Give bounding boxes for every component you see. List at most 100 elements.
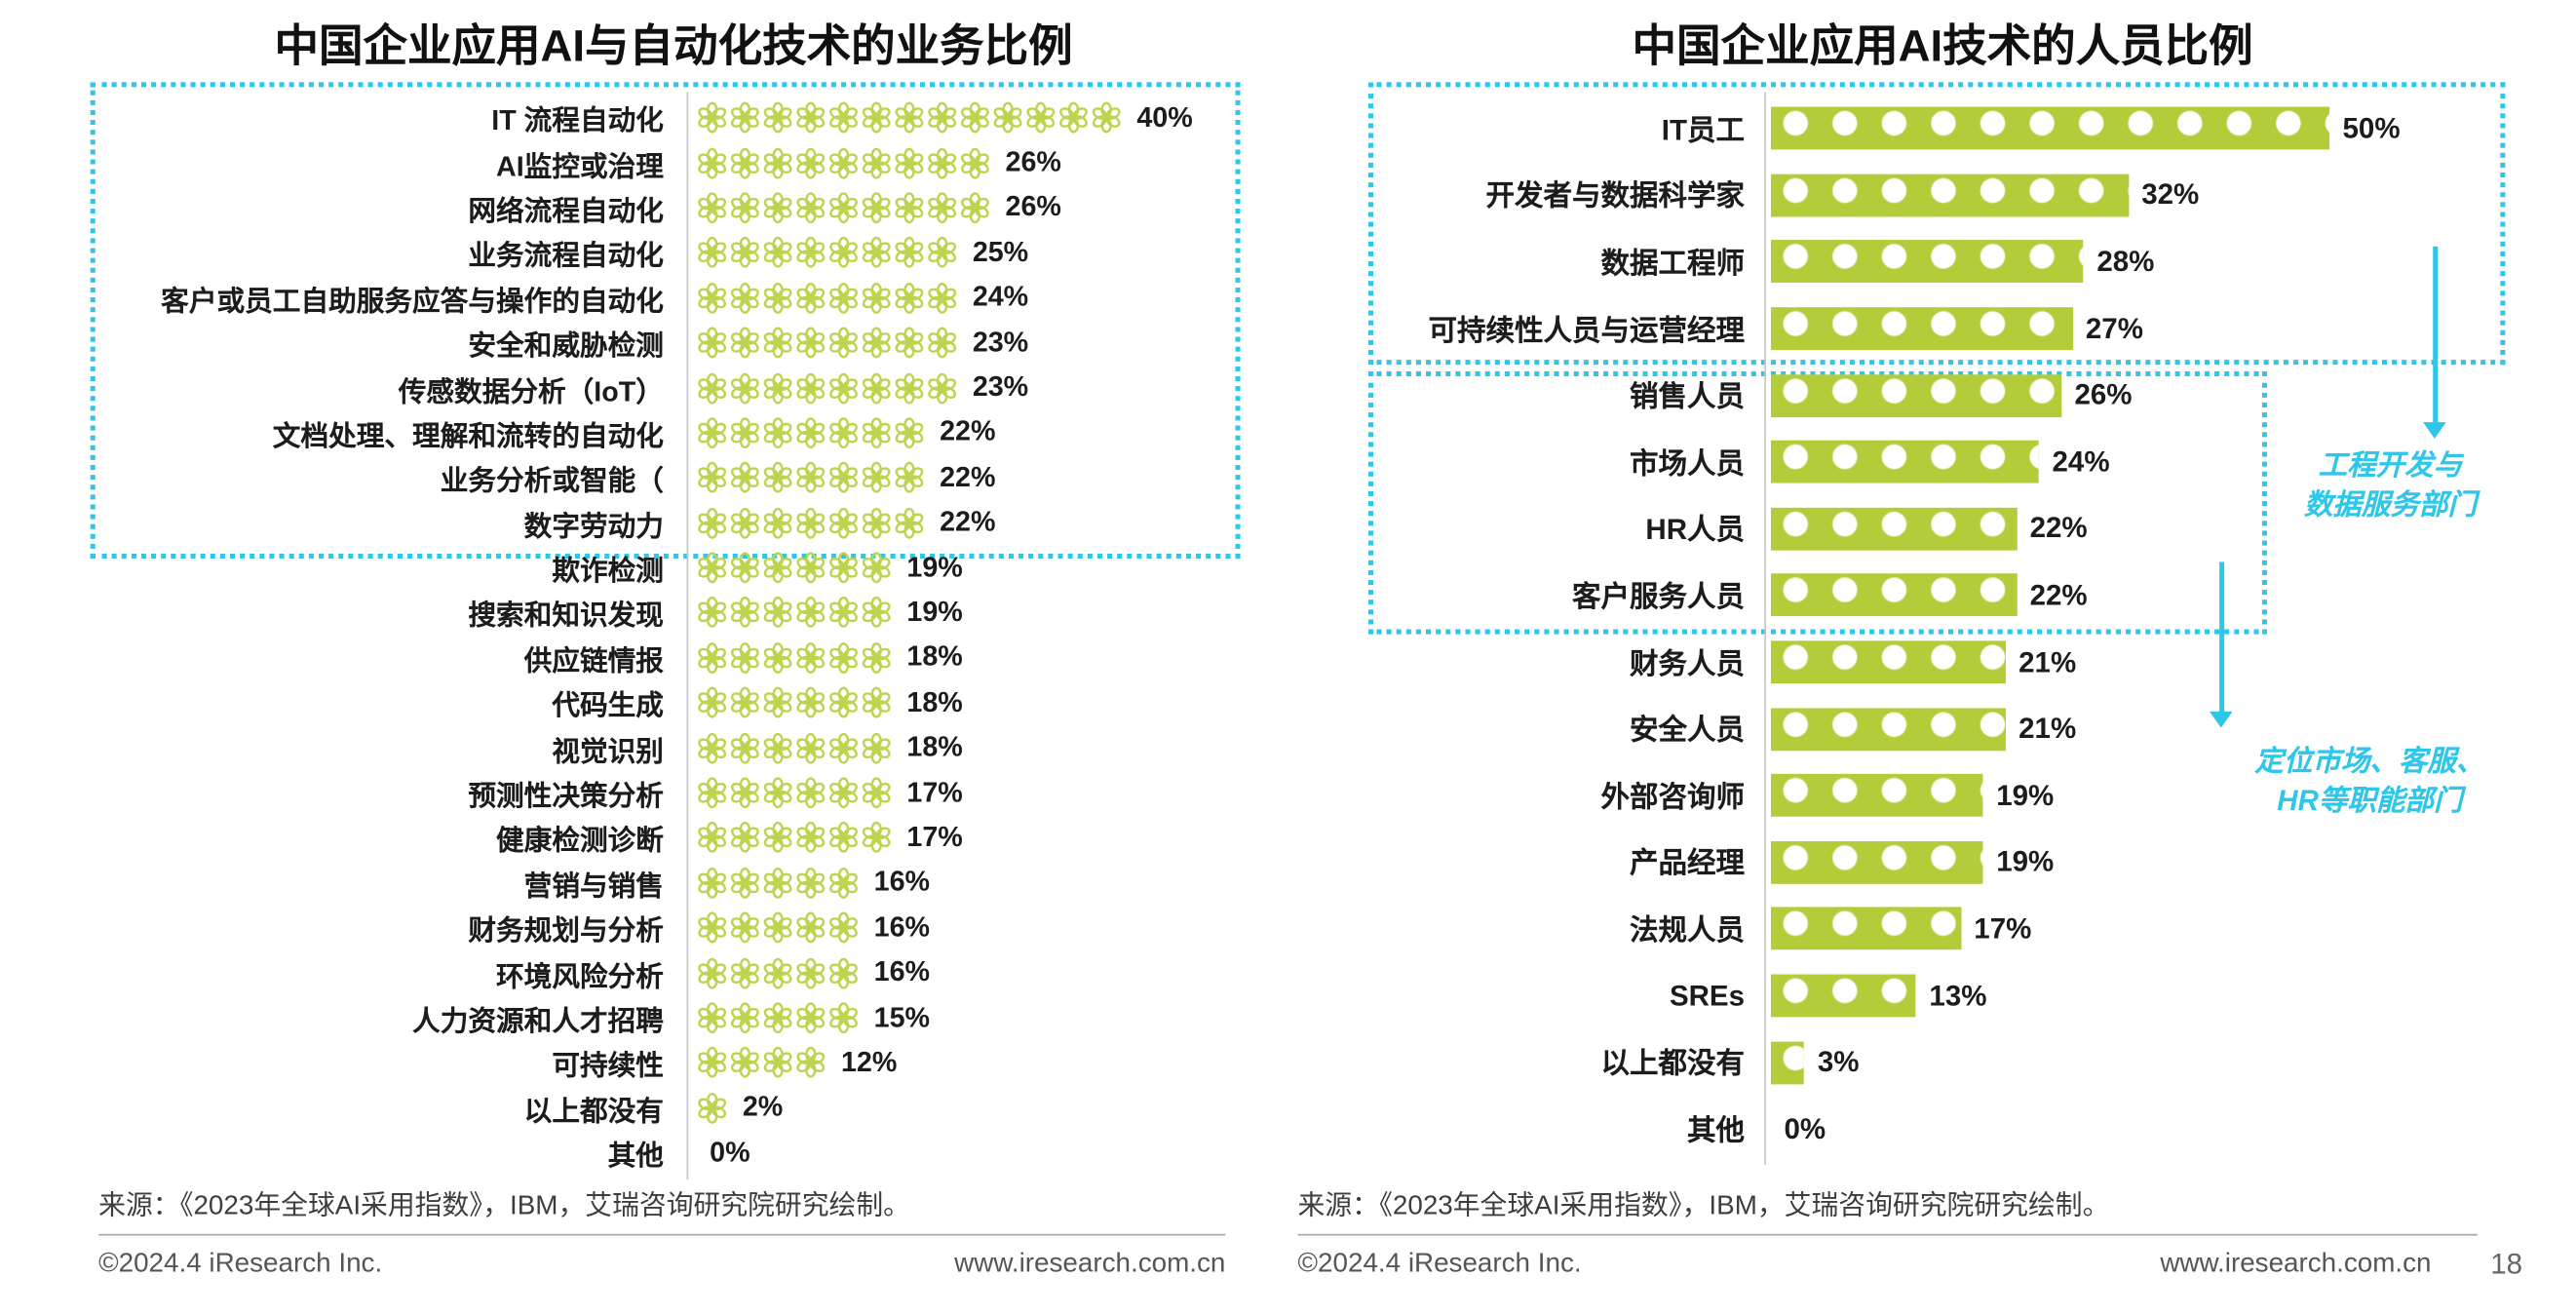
business-row: 视觉识别 18% xyxy=(98,725,1249,770)
flower-pictogram-icon xyxy=(993,101,1022,134)
flower-pictogram-icon xyxy=(763,507,792,539)
row-value: 50% xyxy=(2342,111,2401,144)
row-value: 26% xyxy=(2074,377,2133,411)
flower-pictogram-icon xyxy=(829,147,858,178)
website-link[interactable]: www.iresearch.com.cn xyxy=(2160,1248,2432,1279)
row-label: 法规人员 xyxy=(1630,913,1746,947)
dotted-bar xyxy=(1770,307,2073,351)
flower-pictogram-icon xyxy=(763,282,792,314)
pictogram-bar xyxy=(697,1047,828,1079)
annotation-line: 工程开发与 xyxy=(2318,448,2463,482)
row-value: 22% xyxy=(940,461,996,493)
pictogram-bar xyxy=(697,417,927,448)
dotted-bar xyxy=(1770,507,2018,551)
flower-pictogram-icon xyxy=(763,1002,792,1034)
flower-pictogram-icon xyxy=(730,777,759,809)
business-row: 可持续性 12% xyxy=(98,1040,1249,1085)
row-label: 安全和威胁检测 xyxy=(468,330,664,363)
flower-pictogram-icon xyxy=(895,417,924,448)
flower-pictogram-icon xyxy=(796,777,826,809)
row-label: 其他 xyxy=(607,1141,664,1173)
flower-pictogram-icon xyxy=(928,327,957,359)
row-label: HR人员 xyxy=(1645,513,1746,547)
row-value: 16% xyxy=(873,866,931,898)
right-highlight-box-engineering xyxy=(1368,82,2506,366)
flower-pictogram-icon xyxy=(698,192,727,224)
personnel-row: 财务人员 21% xyxy=(1298,629,2514,695)
dotted-bar xyxy=(1770,640,2006,684)
flower-pictogram-icon xyxy=(763,641,792,674)
row-label: 搜索和知识发现 xyxy=(468,600,664,633)
personnel-row: 客户服务人员 22% xyxy=(1298,562,2514,629)
flower-pictogram-icon xyxy=(763,957,792,988)
pictogram-bar xyxy=(697,777,894,809)
flower-pictogram-icon xyxy=(796,732,826,764)
flower-pictogram-icon xyxy=(1092,101,1121,134)
flower-pictogram-icon xyxy=(698,462,727,494)
flower-pictogram-icon xyxy=(862,732,891,764)
flower-pictogram-icon xyxy=(796,282,826,314)
row-value: 26% xyxy=(1005,146,1061,178)
flower-pictogram-icon xyxy=(730,732,759,764)
flower-pictogram-icon xyxy=(862,822,891,854)
flower-pictogram-icon xyxy=(698,371,727,404)
row-label: IT 流程自动化 xyxy=(491,105,664,137)
flower-pictogram-icon xyxy=(1059,101,1088,134)
row-value: 17% xyxy=(906,776,963,808)
flower-pictogram-icon xyxy=(829,552,858,584)
business-row: AI监控或治理 26% xyxy=(98,140,1249,185)
flower-pictogram-icon xyxy=(895,371,924,404)
flower-pictogram-icon xyxy=(829,371,858,404)
flower-pictogram-icon xyxy=(763,1047,792,1079)
flower-pictogram-icon xyxy=(796,147,826,178)
flower-pictogram-icon xyxy=(763,462,792,494)
personnel-row: 可持续性人员与运营经理 27% xyxy=(1298,295,2514,362)
flower-pictogram-icon xyxy=(730,597,759,629)
row-value: 22% xyxy=(940,416,996,448)
row-label: 财务人员 xyxy=(1630,646,1746,680)
flower-pictogram-icon xyxy=(763,147,792,178)
row-label: 传感数据分析（IoT） xyxy=(398,375,664,407)
business-row: 传感数据分析（IoT） 23% xyxy=(98,366,1249,410)
left-footer: ©2024.4 iResearch Inc. www.iresearch.com… xyxy=(98,1249,1225,1280)
flower-pictogram-icon xyxy=(730,282,759,314)
business-row: 客户或员工自助服务应答与操作的自动化 24% xyxy=(98,275,1249,320)
flower-pictogram-icon xyxy=(960,101,989,134)
flower-pictogram-icon xyxy=(796,192,826,224)
flower-pictogram-icon xyxy=(698,327,727,359)
personnel-row: 产品经理 19% xyxy=(1298,829,2514,895)
flower-pictogram-icon xyxy=(1026,101,1056,134)
pictogram-bar xyxy=(697,147,992,178)
flower-pictogram-icon xyxy=(862,417,891,448)
flower-pictogram-icon xyxy=(862,237,891,269)
pictogram-bar xyxy=(697,101,1124,134)
row-label: 销售人员 xyxy=(1630,379,1746,413)
flower-pictogram-icon xyxy=(796,101,826,134)
flower-pictogram-icon xyxy=(895,237,924,269)
dotted-bar xyxy=(1770,707,2006,751)
flower-pictogram-icon xyxy=(730,462,759,494)
website-link[interactable]: www.iresearch.com.cn xyxy=(954,1248,1226,1279)
business-row: 业务流程自动化 25% xyxy=(98,230,1249,275)
flower-pictogram-icon xyxy=(698,552,727,584)
dotted-bar xyxy=(1770,373,2061,417)
flower-pictogram-icon xyxy=(698,1092,727,1124)
flower-pictogram-icon xyxy=(829,327,858,359)
row-label: 业务流程自动化 xyxy=(468,240,664,272)
flower-pictogram-icon xyxy=(862,282,891,314)
flower-pictogram-icon xyxy=(730,687,759,718)
row-label: 以上都没有 xyxy=(523,1095,664,1127)
flower-pictogram-icon xyxy=(829,237,858,269)
row-value: 23% xyxy=(972,326,1029,358)
flower-pictogram-icon xyxy=(829,1002,858,1034)
flower-pictogram-icon xyxy=(763,911,792,944)
row-value: 18% xyxy=(906,640,963,674)
row-label: 供应链情报 xyxy=(523,645,664,677)
flower-pictogram-icon xyxy=(730,237,759,269)
row-label: 产品经理 xyxy=(1630,846,1746,880)
flower-pictogram-icon xyxy=(829,101,858,134)
left-chart-title: 中国企业应用AI与自动化技术的业务比例 xyxy=(274,20,1073,71)
row-value: 32% xyxy=(2141,177,2200,212)
row-value: 18% xyxy=(906,686,963,718)
flower-pictogram-icon xyxy=(763,867,792,899)
